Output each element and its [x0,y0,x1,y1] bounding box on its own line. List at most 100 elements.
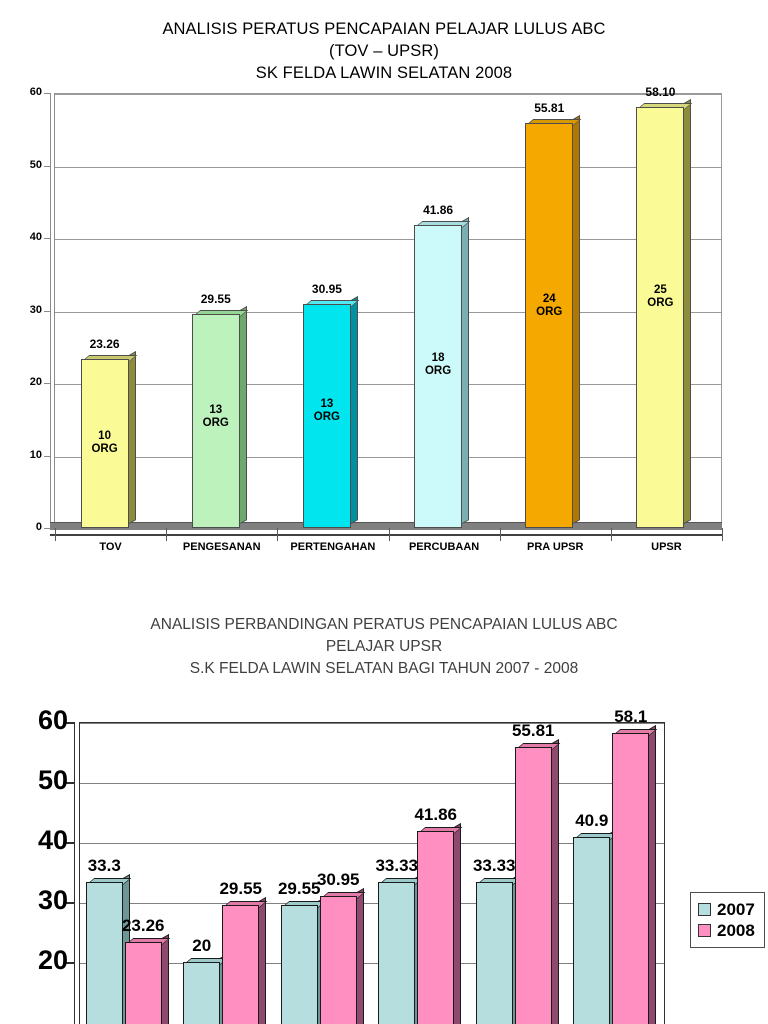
chart1-x-label-percubaan: PERCUBAAN [408,541,480,553]
chart2-bar-2007-group-3[interactable] [280,896,327,1024]
chart1-title-line-1: ANALISIS PERATUS PENCAPAIAN PELAJAR LULU… [162,20,606,38]
chart2-bar-2007-group-1[interactable] [85,874,132,1024]
chart2-bar-2007-group-6[interactable] [573,828,619,1024]
chart1-bar-value-label: 29.55 [200,291,231,306]
chart1-bar-inner-label: 24 ORG [536,293,563,319]
chart1-bar-inner-label: 18 ORG [424,351,452,377]
chart2-gridline [80,783,664,784]
chart1-x-tick [55,528,56,541]
bar-side-face [454,822,462,1024]
chart1-base-shelf [50,522,722,530]
chart1-bar-inner-label: 13 ORG [313,397,340,423]
bar-side-face [239,305,247,524]
chart1-bar-value-label: 41.86 [423,202,454,217]
chart2-bar-2008-group-3[interactable] [319,888,366,1024]
chart2-bar-value-label: 30.95 [316,870,360,890]
chart2-bar-value-label: 40.9 [575,810,609,830]
chart1-bar-value-label: 58.10 [645,84,676,99]
chart1-x-label-upsr: UPSR [651,541,682,553]
legend-label-2008: 2008 [717,921,755,940]
bar-front-face [319,896,357,1024]
chart1-bar-inner-label: 10 ORG [91,430,118,456]
bar-front-face [280,904,318,1024]
chart1-gridline [55,311,721,313]
legend-swatch-2007-icon [698,903,711,916]
chart1-x-tick [166,528,168,541]
chart1-y-tick [44,383,51,384]
chart2-bar-2008-group-6[interactable] [612,725,658,1024]
chart1-gridline [55,456,721,458]
chart2-title: ANALISIS PERBANDINGAN PERATUS PENCAPAIAN… [0,614,768,680]
chart2-bar-value-label: 29.55 [219,878,263,898]
chart1-y-tick [44,93,51,94]
chart2-y-axis-spine [74,722,80,1024]
chart2-y-tick-label: 40 [37,825,68,855]
chart1-gridline [55,384,721,385]
bar-front-face [85,882,123,1024]
chart1-y-tick [44,528,51,529]
chart1-bar-inner-label: 25 ORG [647,283,674,309]
chart1-x-label-pengesanan: PENGESANAN [182,541,261,553]
chart1-bar-pengesanan[interactable] [191,305,249,528]
chart2-y-tick-label: 30 [37,885,68,915]
chart2-title-line-3: S.K FELDA LAWIN SELATAN BAGI TAHUN 2007 … [189,660,579,677]
chart2-legend: 2007 2008 [690,892,765,948]
chart1-bar-pertengahan[interactable] [302,295,360,528]
chart2-bar-2007-group-4[interactable] [378,873,424,1024]
bar-side-face [356,888,364,1024]
chart1-x-axis-line [50,534,722,536]
chart2-bar-2007-group-5[interactable] [475,873,522,1024]
chart1-x-tick [499,528,501,541]
chart1-x-label-pra-upsr: PRA UPSR [527,541,584,553]
legend-item-2008[interactable]: 2008 [698,920,755,941]
chart2-bar-value-label: 58.1 [614,707,648,727]
chart1-y-tick-label: 40 [29,231,42,243]
chart-tov-upsr-2008: 60 50 40 30 20 10 0 23.26 10 ORG 29.55 13 ORG 30.9… [0,84,768,558]
chart2-bar-2007-group-2[interactable] [183,953,229,1024]
chart1-bar-pra-upsr[interactable] [525,115,582,528]
chart2-title-line-1: ANALISIS PERBANDINGAN PERATUS PENCAPAIAN… [150,616,618,633]
bar-side-face [551,739,559,1024]
chart1-y-tick-label: 50 [29,158,42,171]
chart2-bar-2008-group-2[interactable] [222,896,268,1024]
chart1-y-tick [44,455,51,457]
chart1-bar-upsr[interactable] [636,98,693,528]
legend-item-2007[interactable]: 2007 [698,899,755,920]
chart1-title: ANALISIS PERATUS PENCAPAIAN PELAJAR LULU… [0,18,768,84]
chart1-title-line-2: (TOV – UPSR) [329,42,439,60]
chart1-bar-percubaan[interactable] [414,216,471,528]
chart2-bar-2008-group-4[interactable] [417,822,463,1024]
chart1-y-tick [44,310,51,312]
chart1-x-label-pertengahan: PERTENGAHAN [290,541,376,553]
chart2-bar-value-label: 29.55 [277,878,321,898]
bar-side-face [350,295,358,524]
chart1-bar-inner-label: 13 ORG [202,403,229,429]
chart2-bar-value-label: 41.86 [414,804,458,824]
chart1-bar-tov[interactable] [80,351,137,528]
chart1-bar-value-label: 30.95 [311,281,342,296]
chart1-x-tick [388,528,390,541]
chart1-x-label-tov: TOV [99,541,122,553]
bar-front-face [222,904,260,1024]
chart1-plot-area [55,93,722,528]
chart2-gridline [80,903,664,904]
chart1-y-tick-label: 0 [35,521,42,533]
chart2-bar-value-label: 20 [192,936,212,955]
chart2-gridline [80,723,664,724]
chart2-bar-2008-group-5[interactable] [514,739,561,1024]
chart2-plot-area [80,722,665,1024]
chart1-title-line-3: SK FELDA LAWIN SELATAN 2008 [255,64,513,82]
bar-side-face [649,725,657,1024]
chart1-bar-value-label: 55.81 [534,101,565,116]
chart1-gridline [55,239,721,240]
bar-front-face [573,836,611,1024]
chart1-x-tick [722,528,723,541]
bar-front-face [378,882,416,1024]
bar-front-face [80,359,129,528]
bar-front-face [612,733,650,1024]
bar-front-face [183,962,221,1024]
chart2-y-tick [66,902,75,904]
chart2-y-tick [66,962,75,964]
chart1-x-tick [610,528,612,541]
chart2-bar-2008-group-1[interactable] [124,934,171,1024]
